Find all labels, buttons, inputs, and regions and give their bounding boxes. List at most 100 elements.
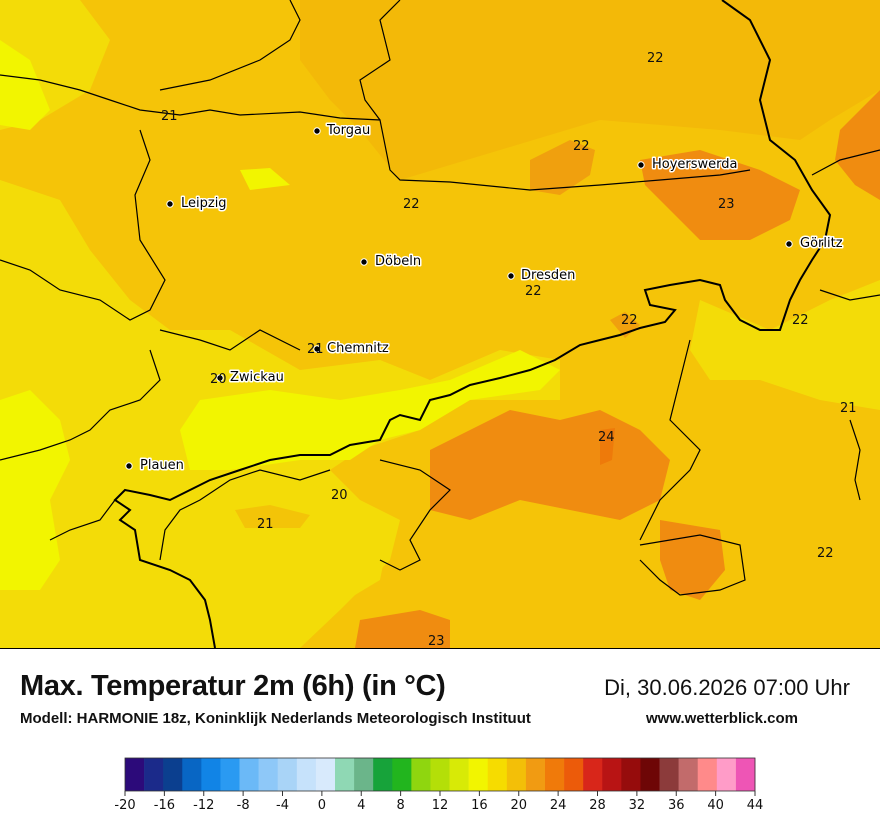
temp-zone-east: [690, 280, 880, 410]
city-dot-hoyerswerda: [637, 161, 645, 169]
borders: [0, 0, 880, 596]
temp-zone-north-22: [300, 0, 880, 180]
city-dot-zwickau: [216, 374, 224, 382]
temp-zone-bright-nw: [0, 40, 50, 130]
temp-zone-bright-center: [180, 350, 560, 470]
city-dot-plauen: [125, 462, 133, 470]
temperature-map: Torgau Leipzig Döbeln Dresden Hoyerswerd…: [0, 0, 880, 649]
iso-label: 21: [257, 517, 274, 532]
city-dot-goerlitz: [785, 240, 793, 248]
legend-tick-label: -20: [114, 798, 135, 813]
cities: Torgau Leipzig Döbeln Dresden Hoyerswerd…: [125, 122, 844, 475]
city-label-hoyerswerda: Hoyerswerda: [652, 157, 738, 172]
legend-swatch: [392, 758, 412, 791]
legend-tick-label: 0: [318, 798, 326, 813]
legend-ticks: -20 -16 -12 -8 -4 0 4 8 12 16 20 24 28 32 36 40 44: [114, 791, 763, 813]
legend-swatch: [411, 758, 431, 791]
legend-tick-label: 28: [589, 798, 606, 813]
legend-swatch: [621, 758, 641, 791]
legend-swatch: [468, 758, 489, 791]
legend-swatch: [678, 758, 699, 791]
legend-swatch: [315, 758, 336, 791]
city-dot-torgau: [313, 127, 321, 135]
legend-swatch: [239, 758, 259, 791]
legend-tick-label: 44: [747, 798, 764, 813]
map-title: Max. Temperatur 2m (6h) (in °C): [20, 670, 446, 702]
iso-label: 22: [573, 139, 590, 154]
legend-tick-label: 8: [396, 798, 404, 813]
city-dot-dresden: [507, 272, 515, 280]
legend-swatches: [124, 757, 756, 792]
legend-swatch: [583, 758, 603, 791]
temp-zone-bright-nc: [240, 168, 290, 190]
iso-label: 22: [817, 546, 834, 561]
iso-label: 23: [428, 634, 445, 649]
city-label-torgau: Torgau: [326, 123, 370, 138]
iso-labels: 22 21 22 22 23 22 22 22 21 24 20 21 22 2…: [161, 51, 857, 649]
legend-tick-label: 16: [471, 798, 488, 813]
website-link[interactable]: www.wetterblick.com: [646, 710, 798, 727]
temp-zone-far-ne: [835, 90, 880, 200]
temp-zone-south-24b: [600, 428, 615, 465]
legend-swatch: [201, 758, 221, 791]
iso-label: 20: [210, 372, 227, 387]
legend-swatch: [487, 758, 508, 791]
temp-zone-bright-w: [0, 390, 70, 590]
temp-zone-south-23: [355, 610, 450, 648]
iso-label: 22: [525, 284, 542, 299]
city-label-dresden: Dresden: [521, 268, 575, 283]
city-label-plauen: Plauen: [140, 458, 184, 473]
temp-zone-center-22: [530, 140, 595, 195]
temp-zone-ne-23: [640, 150, 800, 240]
iso-label: 23: [718, 197, 735, 212]
city-label-doebeln: Döbeln: [375, 254, 421, 269]
legend-swatch: [716, 758, 737, 791]
city-label-chemnitz: Chemnitz: [327, 341, 389, 356]
legend-tick-label: -8: [237, 798, 250, 813]
city-label-leipzig: Leipzig: [181, 196, 227, 211]
legend-swatch: [735, 758, 756, 791]
legend-tick-label: 24: [550, 798, 567, 813]
legend-swatch: [163, 758, 183, 791]
city-dot-doebeln: [360, 258, 368, 266]
legend-tick-label: 12: [432, 798, 449, 813]
legend-swatch: [144, 758, 164, 791]
iso-label: 21: [840, 401, 857, 416]
city-label-goerlitz: Görlitz: [800, 236, 843, 251]
legend-tick-label: 32: [629, 798, 646, 813]
forecast-datetime: Di, 30.06.2026 07:00 Uhr: [604, 675, 850, 700]
legend-tick-label: 40: [707, 798, 724, 813]
legend-swatch: [449, 758, 469, 791]
legend-swatch: [525, 758, 546, 791]
iso-label: 21: [307, 342, 324, 357]
iso-label: 22: [403, 197, 420, 212]
national-border: [113, 0, 832, 648]
temp-zone-se-22: [660, 520, 725, 600]
iso-label: 20: [331, 488, 348, 503]
legend-swatch: [220, 758, 240, 791]
legend-swatch: [277, 758, 298, 791]
iso-label: 24: [598, 430, 615, 445]
iso-label: 22: [647, 51, 664, 66]
iso-label: 22: [792, 313, 809, 328]
legend-swatch: [545, 758, 565, 791]
legend-swatch: [125, 758, 145, 791]
legend-swatch: [182, 758, 202, 791]
legend-swatch: [335, 758, 355, 791]
city-dot-leipzig: [166, 200, 174, 208]
color-legend: -20 -16 -12 -8 -4 0 4 8 12 16 20 24 28 32 36 40 44: [114, 757, 763, 813]
legend-swatch: [354, 758, 374, 791]
legend-swatch: [640, 758, 660, 791]
legend-tick-label: 20: [510, 798, 527, 813]
iso-label: 21: [161, 109, 178, 124]
legend-swatch: [373, 758, 393, 791]
model-info: Modell: HARMONIE 18z, Koninklijk Nederla…: [20, 710, 531, 727]
legend-tick-label: -4: [276, 798, 289, 813]
iso-label: 22: [621, 313, 638, 328]
legend-tick-label: 36: [668, 798, 685, 813]
legend-tick-label: 4: [357, 798, 365, 813]
legend-swatch: [659, 758, 679, 791]
border-sw: [49, 499, 116, 541]
legend-swatch: [602, 758, 622, 791]
legend-tick-label: -16: [154, 798, 175, 813]
